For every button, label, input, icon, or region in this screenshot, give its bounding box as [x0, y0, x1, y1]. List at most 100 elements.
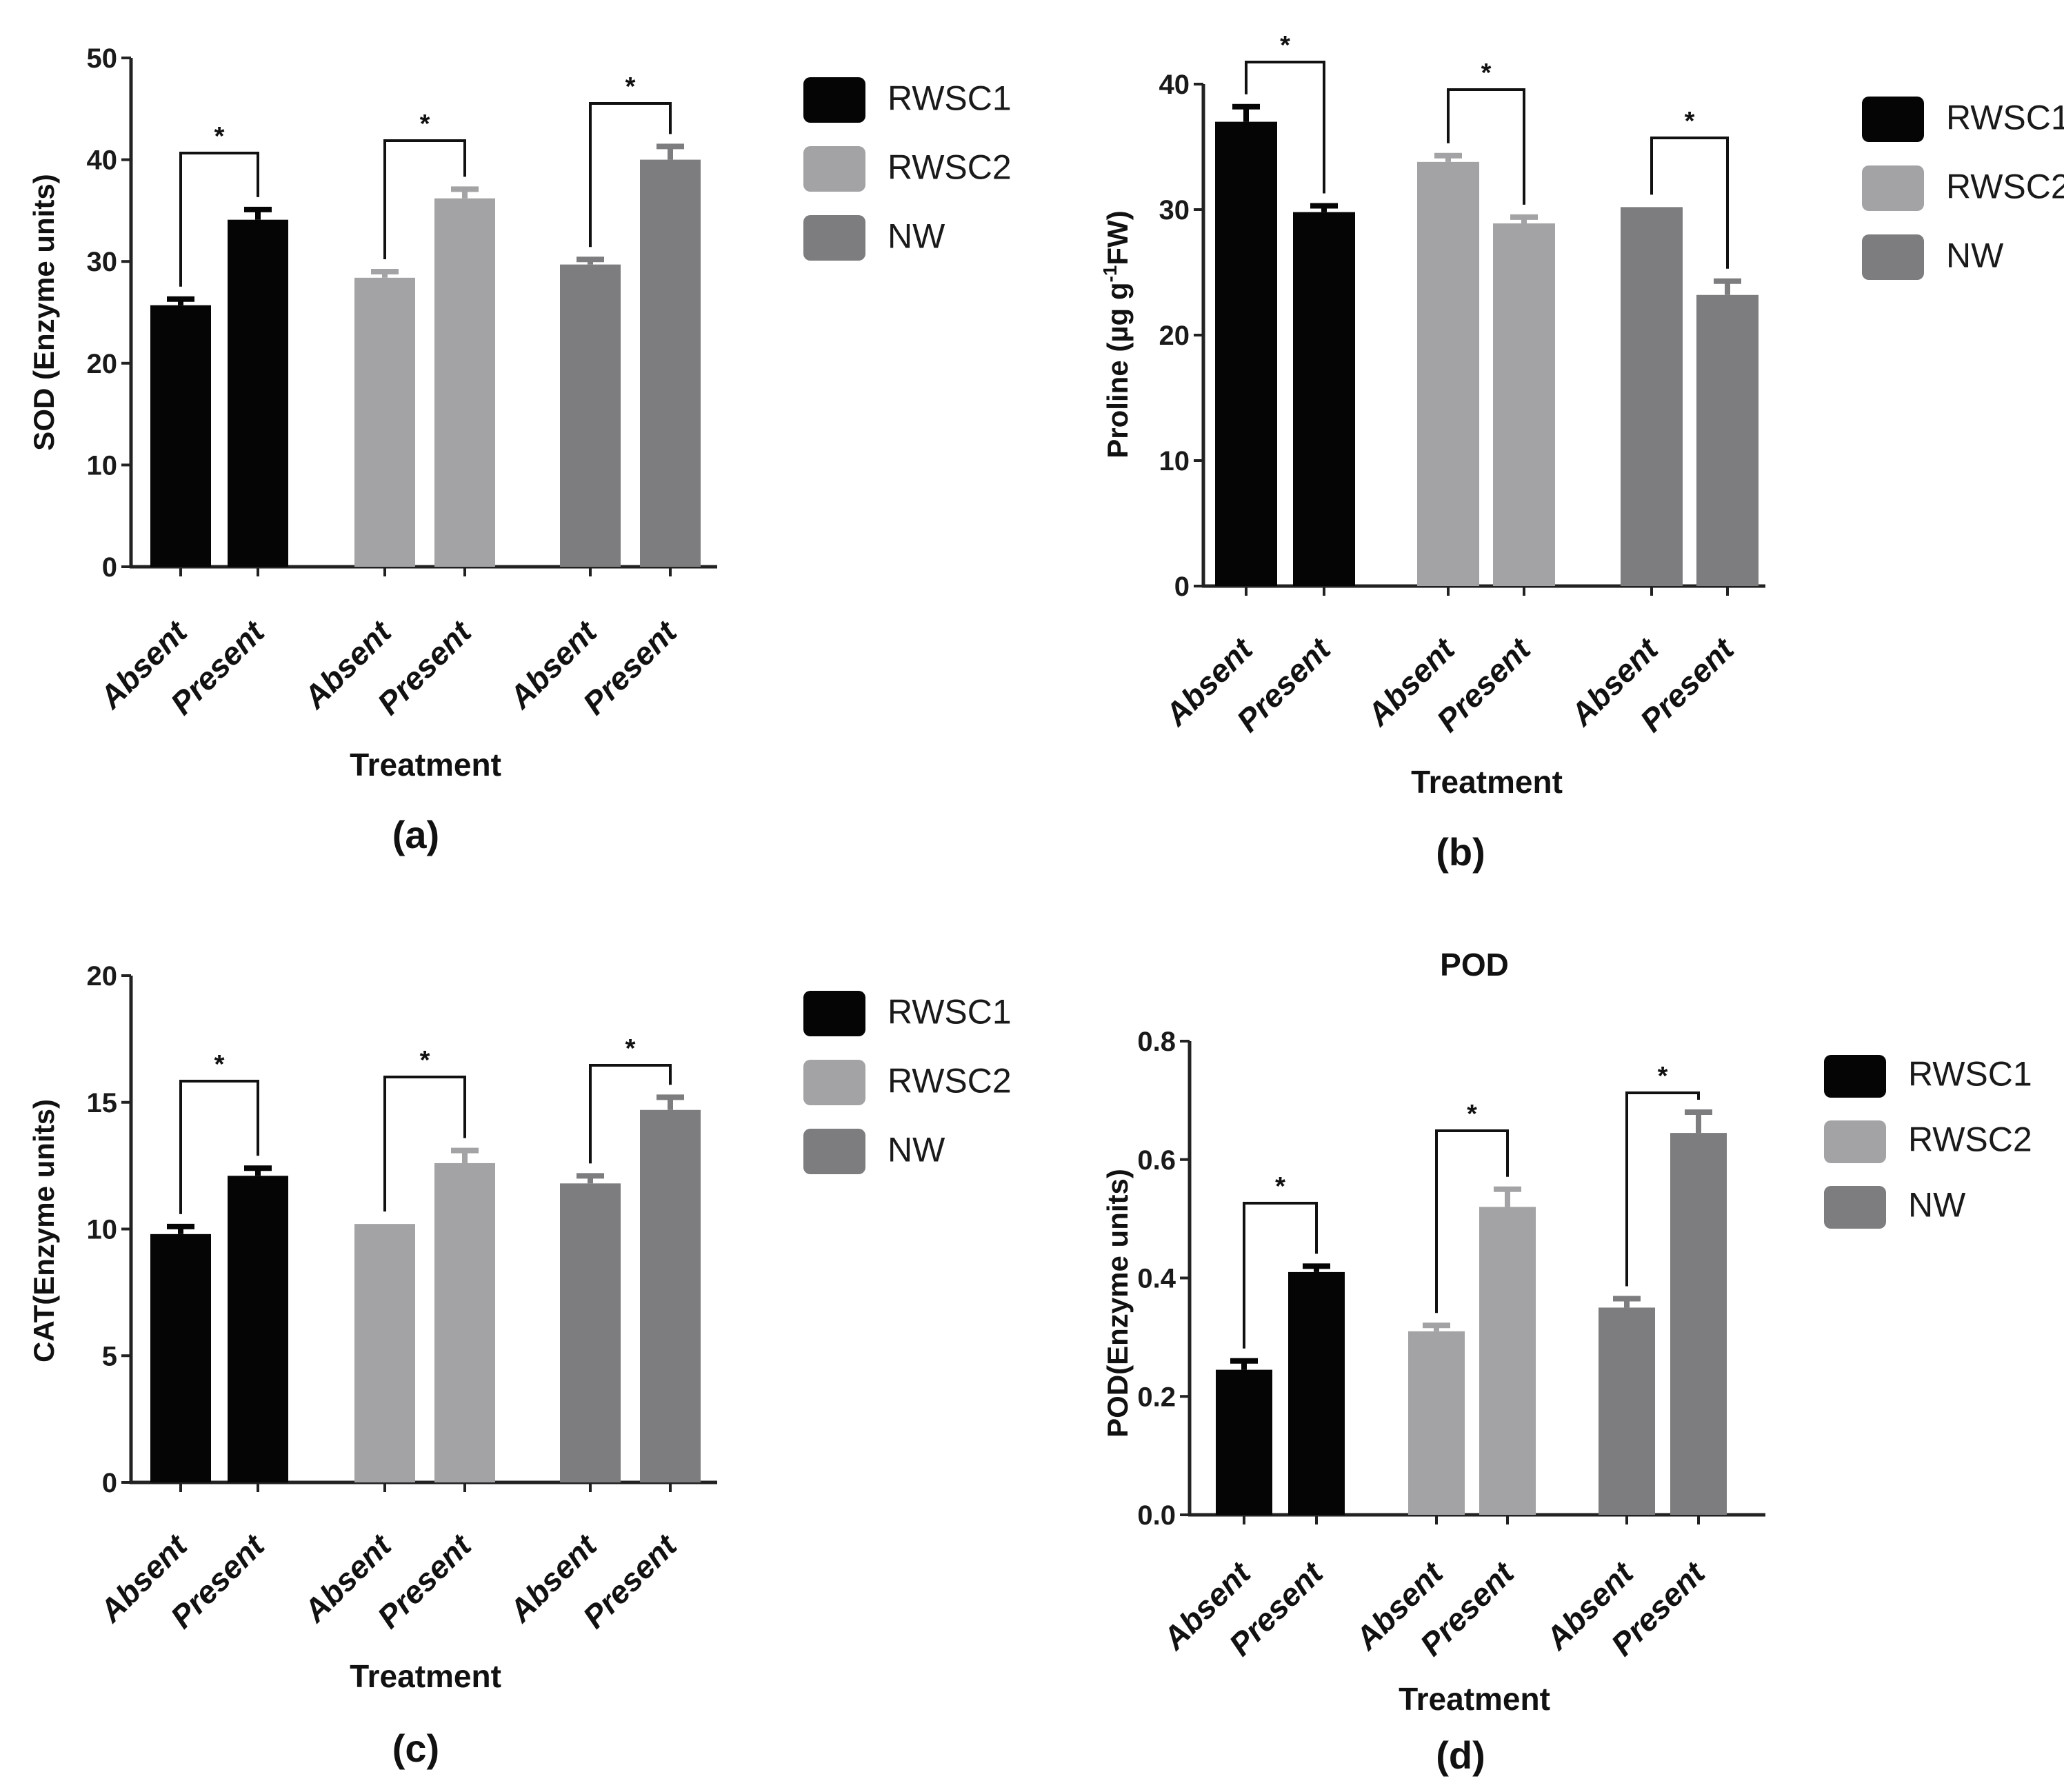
significance-star: *	[420, 1046, 430, 1075]
legend-swatch	[1862, 165, 1924, 211]
panel-label: (b)	[1436, 830, 1485, 874]
legend-label: RWSC2	[1946, 168, 2064, 206]
legend-label: RWSC1	[1946, 99, 2064, 137]
legend-swatch	[803, 1060, 865, 1105]
significance-bracket	[589, 1064, 672, 1164]
legend-label: RWSC2	[888, 148, 1012, 187]
y-tick-label: 0	[102, 552, 117, 583]
bar	[1479, 1207, 1536, 1515]
significance-star: *	[1467, 1100, 1477, 1129]
significance-bracket	[1245, 61, 1325, 194]
significance-star: *	[1275, 1172, 1285, 1201]
bar	[1493, 223, 1555, 586]
y-tick-label: 0.4	[1137, 1264, 1176, 1294]
bar	[1417, 161, 1479, 587]
bar	[1288, 1271, 1345, 1515]
significance-star: *	[625, 72, 636, 101]
y-tick-label: 0.6	[1137, 1145, 1176, 1176]
legend-swatch	[1862, 234, 1924, 280]
bar	[150, 1234, 211, 1482]
y-tick-label: 0	[102, 1468, 117, 1498]
panel-label: (c)	[392, 1726, 439, 1770]
bar	[1670, 1133, 1727, 1515]
y-tick-label: 20	[87, 349, 118, 379]
y-tick-label: 20	[87, 961, 118, 991]
y-axis-title: SOD (Enzyme units)	[28, 174, 60, 450]
significance-star: *	[1481, 59, 1492, 88]
legend: RWSC1 RWSC2 NW	[1862, 97, 2064, 280]
bar	[228, 219, 288, 567]
y-tick-label: 15	[87, 1088, 118, 1118]
significance-star: *	[625, 1034, 636, 1063]
y-tick-label: 10	[87, 1215, 118, 1245]
legend-label: RWSC1	[888, 79, 1012, 118]
legend-swatch	[803, 991, 865, 1036]
bar	[354, 277, 415, 567]
y-tick-label: 30	[87, 247, 118, 277]
legend-label: NW	[1908, 1186, 1966, 1225]
significance-bracket	[589, 102, 672, 248]
significance-star: *	[214, 1050, 225, 1079]
bar	[1599, 1307, 1655, 1515]
significance-bracket	[1243, 1202, 1318, 1349]
y-tick-label: 30	[1159, 195, 1190, 225]
significance-star: *	[420, 110, 430, 139]
significance-star: *	[1280, 31, 1290, 60]
y-tick-label: 0.2	[1137, 1382, 1176, 1412]
bar	[640, 1109, 701, 1482]
legend-swatch	[803, 215, 865, 261]
legend-swatch	[1824, 1055, 1886, 1098]
y-tick-label: 40	[87, 145, 118, 176]
bar	[1215, 121, 1277, 587]
significance-bracket	[1435, 1129, 1509, 1313]
significance-bracket	[179, 152, 259, 287]
y-tick-label: 20	[1159, 321, 1190, 351]
legend-label: NW	[888, 217, 945, 256]
legend-swatch	[803, 77, 865, 123]
significance-bracket	[179, 1080, 259, 1214]
bar	[1621, 207, 1683, 586]
significance-star: *	[1685, 107, 1695, 136]
bar	[1293, 212, 1355, 586]
significance-bracket	[383, 139, 466, 259]
bar	[434, 1162, 495, 1482]
legend-label: NW	[1946, 236, 2004, 275]
legend-label: NW	[888, 1131, 945, 1169]
bar	[228, 1176, 288, 1482]
significance-bracket	[1650, 137, 1729, 269]
y-tick-label: 5	[102, 1341, 117, 1371]
y-tick-label: 50	[87, 43, 118, 74]
legend-swatch	[803, 1129, 865, 1174]
legend-label: RWSC1	[1908, 1055, 2032, 1094]
legend-swatch	[803, 146, 865, 192]
bar	[1696, 294, 1759, 586]
bar	[640, 159, 701, 567]
bar	[1216, 1369, 1272, 1515]
legend-swatch	[1824, 1120, 1886, 1163]
legend-label: RWSC2	[1908, 1120, 2032, 1159]
significance-star: *	[1658, 1062, 1668, 1091]
chart-title: POD	[1440, 947, 1509, 983]
y-tick-label: 0	[1174, 572, 1190, 602]
significance-star: *	[214, 122, 225, 151]
y-tick-label: 10	[1159, 446, 1190, 476]
bar	[1408, 1331, 1465, 1515]
bar	[560, 264, 621, 567]
legend-label: RWSC1	[888, 993, 1012, 1031]
legend: RWSC1 RWSC2 NW	[803, 77, 1012, 261]
y-tick-label: 0.0	[1137, 1500, 1176, 1531]
y-axis-title: Proline (µg g-1FW)	[1099, 210, 1134, 458]
panel-label: (a)	[392, 813, 439, 856]
legend-label: RWSC2	[888, 1062, 1012, 1100]
panel-label: (d)	[1436, 1733, 1485, 1777]
bar	[150, 305, 211, 567]
y-tick-label: 40	[1159, 70, 1190, 100]
legend-swatch	[1862, 97, 1924, 142]
legend: RWSC1 RWSC2 NW	[1824, 1055, 2032, 1229]
significance-bracket	[383, 1076, 466, 1212]
